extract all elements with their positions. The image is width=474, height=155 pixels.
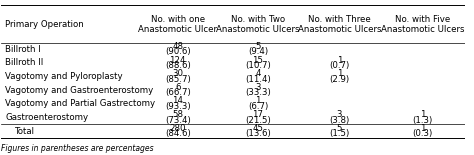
Text: Billroth I: Billroth I [5, 45, 41, 54]
Text: 1: 1 [337, 55, 342, 64]
Text: (10.7): (10.7) [245, 61, 271, 70]
Text: 17: 17 [253, 110, 264, 119]
Text: 30: 30 [172, 69, 183, 78]
Text: (90.6): (90.6) [165, 47, 191, 56]
Text: 280: 280 [169, 124, 186, 133]
Text: (11.4): (11.4) [245, 75, 271, 84]
Text: (9.4): (9.4) [248, 47, 268, 56]
Text: 1: 1 [420, 124, 426, 133]
Text: (0.7): (0.7) [329, 61, 350, 70]
Text: Vagotomy and Partial Gastrectomy: Vagotomy and Partial Gastrectomy [5, 99, 155, 108]
Text: 14: 14 [172, 96, 183, 106]
Text: Total: Total [15, 126, 35, 135]
Text: (85.7): (85.7) [165, 75, 191, 84]
Text: 1: 1 [255, 96, 261, 106]
Text: Billroth II: Billroth II [5, 58, 44, 67]
Text: 5: 5 [337, 124, 342, 133]
Text: (6.7): (6.7) [248, 102, 268, 111]
Text: No. with Two
Anastomotic Ulcers: No. with Two Anastomotic Ulcers [216, 15, 300, 34]
Text: 58: 58 [172, 110, 183, 119]
Text: 1: 1 [337, 69, 342, 78]
Text: 4: 4 [255, 69, 261, 78]
Text: Primary Operation: Primary Operation [5, 20, 84, 29]
Text: Figures in parentheses are percentages: Figures in parentheses are percentages [0, 144, 153, 153]
Text: No. with Five
Anastomotic Ulcers: No. with Five Anastomotic Ulcers [381, 15, 465, 34]
Text: 124: 124 [169, 55, 186, 64]
Text: 3: 3 [337, 110, 342, 119]
Text: (13.6): (13.6) [245, 129, 271, 138]
Text: (0.3): (0.3) [413, 129, 433, 138]
Text: 5: 5 [255, 42, 261, 51]
Text: (1.3): (1.3) [413, 116, 433, 125]
Text: 48: 48 [172, 42, 183, 51]
Text: (21.5): (21.5) [245, 116, 271, 125]
Text: 6: 6 [175, 83, 181, 92]
Text: 1: 1 [420, 110, 426, 119]
Text: Vagotomy and Pyloroplasty: Vagotomy and Pyloroplasty [5, 72, 123, 81]
Text: (33.3): (33.3) [245, 88, 271, 97]
Text: (2.9): (2.9) [329, 75, 350, 84]
Text: 45: 45 [253, 124, 264, 133]
Text: (93.3): (93.3) [165, 102, 191, 111]
Text: (1.5): (1.5) [329, 129, 350, 138]
Text: (88.6): (88.6) [165, 61, 191, 70]
Text: Gastroenterostomy: Gastroenterostomy [5, 113, 89, 122]
Text: No. with Three
Anastomotic Ulcers: No. with Three Anastomotic Ulcers [298, 15, 382, 34]
Text: (73.4): (73.4) [165, 116, 191, 125]
Text: No. with one
Anastomotic Ulcer: No. with one Anastomotic Ulcer [138, 15, 217, 34]
Text: Vagotomy and Gastroenterostomy: Vagotomy and Gastroenterostomy [5, 86, 154, 95]
Text: (3.8): (3.8) [329, 116, 350, 125]
Text: (66.7): (66.7) [165, 88, 191, 97]
Text: 15: 15 [253, 55, 264, 64]
Text: (84.6): (84.6) [165, 129, 191, 138]
Text: 3: 3 [255, 83, 261, 92]
